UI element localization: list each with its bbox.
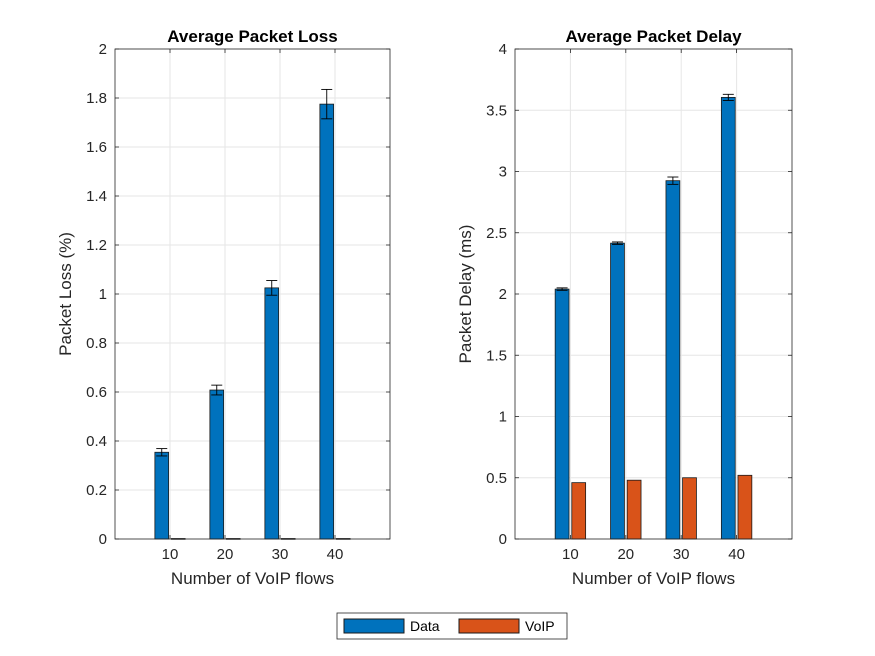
x-axis-label: Number of VoIP flows bbox=[572, 569, 735, 588]
data-bar bbox=[720, 96, 736, 540]
x-tick-label: 10 bbox=[562, 546, 579, 563]
data-bar bbox=[319, 103, 335, 540]
legend-label-voip: VoIP bbox=[525, 618, 555, 634]
x-tick-label: 40 bbox=[728, 546, 745, 563]
y-tick-label: 0.5 bbox=[486, 470, 507, 487]
y-tick-label: 0.4 bbox=[86, 433, 107, 450]
chart-title: Average Packet Delay bbox=[565, 27, 742, 46]
x-tick-label: 30 bbox=[272, 546, 289, 563]
axes-box bbox=[514, 48, 793, 540]
y-tick-label: 2 bbox=[499, 286, 507, 303]
x-tick-label: 20 bbox=[617, 546, 634, 563]
y-tick-label: 1.2 bbox=[86, 237, 107, 254]
y-tick-label: 0 bbox=[99, 531, 107, 548]
y-tick-label: 3.5 bbox=[486, 102, 507, 119]
y-axis-label: Packet Delay (ms) bbox=[456, 225, 475, 364]
y-tick-label: 1 bbox=[99, 286, 107, 303]
y-tick-label: 3 bbox=[499, 164, 507, 181]
y-tick-label: 4 bbox=[499, 41, 507, 58]
x-tick-label: 30 bbox=[673, 546, 690, 563]
data-bar bbox=[665, 180, 681, 540]
x-tick-label: 40 bbox=[327, 546, 344, 563]
data-bar bbox=[610, 242, 625, 540]
legend-swatch-data bbox=[343, 618, 405, 634]
y-tick-label: 0 bbox=[499, 531, 507, 548]
y-tick-label: 2 bbox=[99, 41, 107, 58]
packet-loss-chart: 0 0.2 0.4 0.6 0.8 1 1.2 1.4 1.6 1.8 2 10 20 30 40 Avera… bbox=[56, 27, 391, 588]
y-tick-label: 1.5 bbox=[486, 347, 507, 364]
voip-bar bbox=[571, 482, 587, 540]
y-tick-label: 1 bbox=[499, 409, 507, 426]
voip-bar bbox=[626, 479, 642, 540]
voip-bar bbox=[682, 477, 697, 540]
packet-delay-chart: 0 0.5 1 1.5 2 2.5 3 3.5 4 10 20 30 40 Average Packet … bbox=[456, 27, 793, 588]
x-tick-label: 10 bbox=[162, 546, 179, 563]
axes-box bbox=[114, 48, 391, 540]
y-tick-label: 1.8 bbox=[86, 90, 107, 107]
y-tick-label: 1.4 bbox=[86, 188, 107, 205]
data-bar bbox=[209, 389, 225, 540]
y-tick-label: 1.6 bbox=[86, 139, 107, 156]
data-bar bbox=[554, 288, 570, 540]
x-axis-label: Number of VoIP flows bbox=[171, 569, 334, 588]
data-bar bbox=[264, 287, 280, 540]
x-tick-label: 20 bbox=[217, 546, 234, 563]
y-axis-label: Packet Loss (%) bbox=[56, 232, 75, 356]
legend: Data VoIP bbox=[336, 612, 568, 640]
chart-title: Average Packet Loss bbox=[167, 27, 337, 46]
data-bar bbox=[154, 451, 170, 540]
voip-bar bbox=[737, 474, 753, 540]
y-tick-label: 0.2 bbox=[86, 482, 107, 499]
y-tick-label: 0.8 bbox=[86, 335, 107, 352]
legend-label-data: Data bbox=[410, 618, 440, 634]
y-tick-label: 2.5 bbox=[486, 225, 507, 242]
y-tick-label: 0.6 bbox=[86, 384, 107, 401]
legend-swatch-voip bbox=[458, 618, 520, 634]
